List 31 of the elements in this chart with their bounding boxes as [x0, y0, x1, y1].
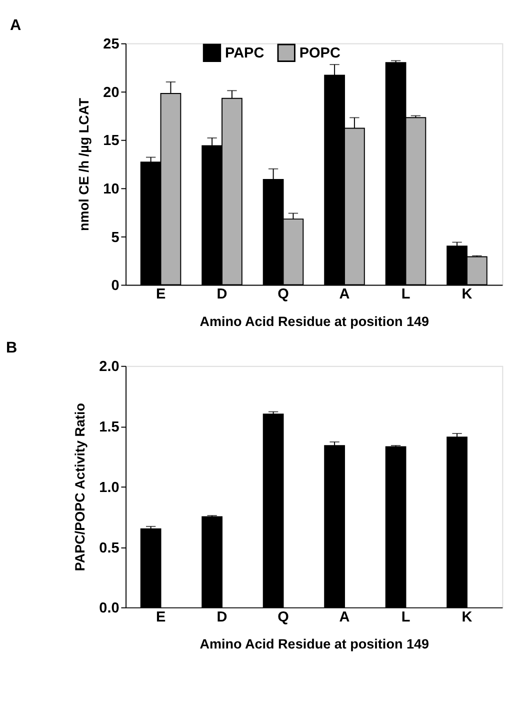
y-tick-label: 10 — [103, 181, 120, 198]
y-tick-label: 1.0 — [99, 480, 120, 496]
x-tick-label: A — [339, 286, 350, 303]
y-axis-title: PAPC/POPC Activity Ratio — [72, 402, 88, 572]
y-tick-label: 5 — [111, 230, 120, 246]
legend-label: PAPC — [225, 46, 265, 62]
y-tick-label: 0 — [111, 278, 120, 294]
x-axis-title: Amino Acid Residue at position 149 — [200, 636, 430, 652]
x-tick-label: K — [462, 609, 473, 626]
x-tick-label: A — [339, 609, 350, 626]
x-tick-label: D — [216, 609, 228, 626]
y-tick-label: 2.0 — [99, 359, 120, 376]
x-tick-label: E — [156, 286, 166, 303]
x-tick-label: E — [156, 609, 166, 626]
legend-label: POPC — [299, 46, 341, 62]
chart-title: A — [10, 16, 22, 34]
x-tick-label: L — [401, 286, 410, 303]
x-axis-title: Amino Acid Residue at position 149 — [200, 314, 430, 329]
x-tick-label: K — [462, 286, 473, 303]
x-tick-label: L — [401, 609, 410, 626]
y-tick-label: 20 — [103, 84, 120, 101]
chart-title: B — [6, 339, 18, 356]
y-tick-label: 15 — [103, 133, 120, 150]
y-tick-label: 0.5 — [99, 540, 120, 556]
x-tick-label: D — [216, 286, 228, 303]
y-tick-label: 25 — [103, 36, 120, 53]
y-axis-title: nmol CE /h /µg LCAT — [76, 97, 92, 231]
y-tick-label: 0.0 — [99, 600, 120, 617]
x-tick-label: Q — [278, 286, 289, 303]
x-tick-label: Q — [278, 609, 289, 626]
y-tick-label: 1.5 — [99, 420, 120, 436]
